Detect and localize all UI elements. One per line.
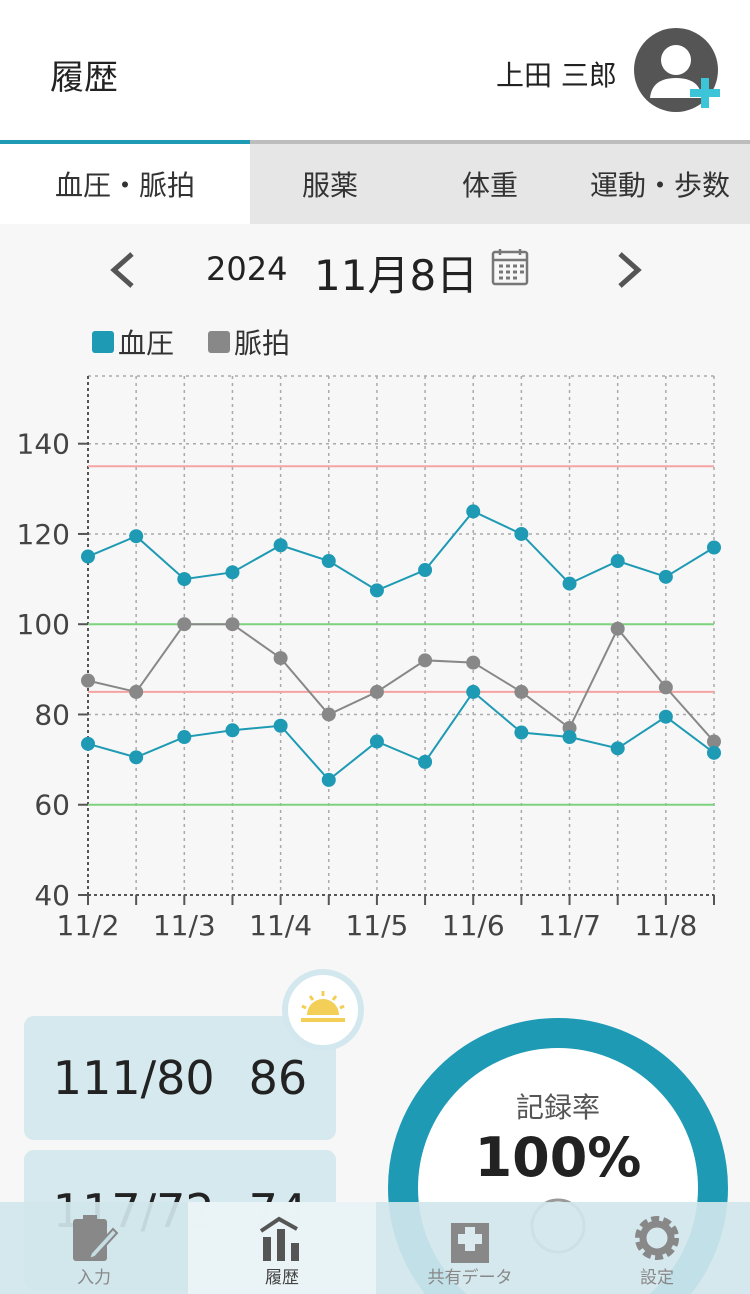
data-point (321, 707, 336, 722)
legend-swatch (208, 331, 231, 353)
legend-label: 血圧 (118, 327, 175, 360)
next-button[interactable] (618, 252, 642, 288)
data-point (81, 736, 95, 751)
data-point (514, 725, 529, 740)
data-point (418, 563, 433, 578)
reading-card[interactable]: 111/80 86 (24, 1016, 336, 1140)
y-tick-label: 80 (34, 698, 70, 731)
data-point (81, 673, 95, 688)
x-tick-label: 11/4 (249, 909, 312, 942)
morning-icon (282, 969, 364, 1051)
data-point (562, 576, 577, 591)
date-controls (110, 249, 642, 288)
legend-item: 脈拍 (208, 322, 290, 362)
data-point (225, 565, 240, 580)
data-point (369, 684, 384, 699)
data-point (369, 734, 384, 749)
year: 2024 (206, 250, 288, 288)
data-point (658, 680, 673, 695)
data-point (321, 554, 336, 569)
settings-icon (635, 1216, 679, 1260)
series-line (87, 623, 715, 743)
data-point (707, 540, 721, 555)
nav-item[interactable]: 履歴 (188, 1202, 376, 1294)
data-point (610, 621, 625, 636)
data-point (225, 617, 240, 632)
data-point (707, 734, 721, 749)
avatar-icon[interactable] (632, 26, 732, 116)
data-point (466, 655, 481, 670)
nav-label: 設定 (640, 1268, 674, 1288)
y-tick-label: 140 (17, 428, 70, 461)
tab[interactable]: 体重 (410, 140, 570, 224)
data-point (129, 529, 144, 544)
legend-item: 血圧 (92, 322, 174, 362)
y-tick-label: 60 (34, 789, 70, 822)
data-point (514, 684, 529, 699)
data-point (514, 526, 529, 541)
data-point (707, 745, 721, 760)
date: 11月8日 (314, 251, 479, 300)
data-point (466, 504, 481, 519)
data-point (273, 538, 288, 553)
data-point (81, 549, 95, 564)
data-point (562, 730, 577, 745)
prev-button[interactable] (110, 252, 134, 288)
record-rate-label: 記録率 (515, 1091, 600, 1124)
data-point (129, 684, 144, 699)
data-point (321, 772, 336, 787)
pulse-value: 86 (248, 1051, 308, 1105)
y-tick-label: 120 (17, 518, 70, 551)
calendar-icon[interactable] (491, 249, 529, 286)
data-point (658, 709, 673, 724)
user-name[interactable]: 上田 三郎 (496, 59, 617, 92)
x-tick-label: 11/5 (345, 909, 408, 942)
hospital-icon (451, 1223, 489, 1263)
y-tick-label: 100 (17, 608, 70, 641)
legend: 血圧 脈拍 (92, 322, 290, 362)
data-point (177, 572, 192, 587)
legend-swatch (92, 331, 114, 353)
x-tick-label: 11/8 (634, 909, 697, 942)
nav-item[interactable]: 共有データ (376, 1202, 564, 1294)
x-tick-label: 11/2 (57, 909, 120, 942)
nav-label: 共有データ (427, 1268, 513, 1288)
tab[interactable]: 服薬 (250, 140, 410, 224)
tab[interactable]: 運動・歩数 (570, 140, 750, 224)
bp-value: 111/80 (52, 1051, 215, 1105)
data-point (129, 750, 144, 765)
data-point (369, 583, 384, 598)
chart: 40 60 80 100 120 140 11/2 11/3 11/4 11/5 11/6 11/7 1… (17, 375, 721, 942)
nav-label: 入力 (77, 1268, 111, 1288)
data-point (177, 617, 192, 632)
header: 履歴 上田 三郎 (0, 0, 750, 140)
data-point (273, 718, 288, 733)
series-line (87, 690, 715, 782)
nav-item[interactable]: 設定 (564, 1202, 750, 1294)
nav-item[interactable]: 入力 (0, 1202, 188, 1294)
data-point (658, 569, 673, 584)
record-rate-value: 100% (474, 1126, 642, 1189)
data-point (273, 651, 288, 666)
data-point (610, 554, 625, 569)
data-point (418, 653, 433, 668)
page-title: 履歴 (50, 58, 118, 98)
data-point (466, 684, 481, 699)
input-icon (73, 1215, 119, 1261)
data-point (610, 741, 625, 756)
series-line (87, 510, 715, 592)
data-point (177, 730, 192, 745)
legend-label: 脈拍 (234, 327, 291, 360)
nav-label: 履歴 (265, 1268, 299, 1288)
data-point (418, 754, 433, 769)
bottom-nav: 入力 履歴 共有データ 設定 (0, 1202, 750, 1294)
tab[interactable]: 血圧・脈拍 (0, 140, 250, 224)
x-tick-label: 11/3 (153, 909, 216, 942)
history-icon (259, 1216, 299, 1261)
x-tick-label: 11/7 (538, 909, 601, 942)
data-point (225, 723, 240, 738)
y-tick-label: 40 (34, 879, 70, 912)
x-tick-label: 11/6 (442, 909, 505, 942)
